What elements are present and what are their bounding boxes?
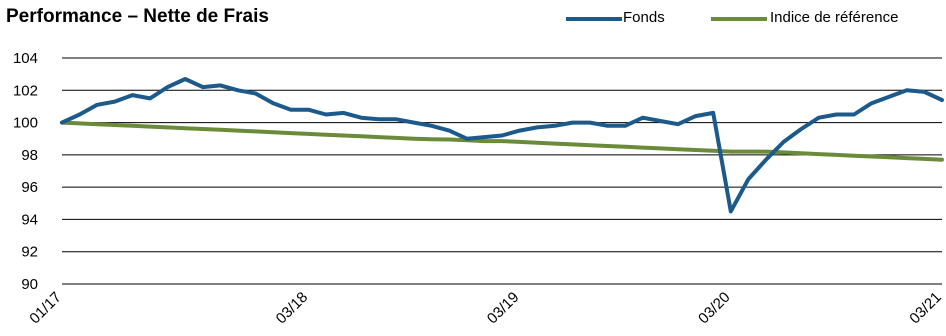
y-axis: 90 92 94 96 98 100 102 104 xyxy=(13,50,38,293)
y-tick-label: 94 xyxy=(21,211,38,228)
y-tick-label: 100 xyxy=(13,115,38,132)
x-axis: 01/17 03/18 03/19 03/20 03/21 xyxy=(26,289,945,328)
y-tick-label: 104 xyxy=(13,50,38,67)
series-line-fonds xyxy=(60,77,944,214)
y-tick-label: 102 xyxy=(13,82,38,99)
series-line-indice xyxy=(60,120,944,162)
gridlines xyxy=(62,57,942,285)
x-tick-label: 03/19 xyxy=(484,289,523,328)
x-tick-label: 03/18 xyxy=(273,289,312,328)
x-tick-label: 03/20 xyxy=(695,289,734,328)
legend: Fonds Indice de référence xyxy=(0,9,946,31)
x-tick-label: 01/17 xyxy=(26,289,65,328)
y-tick-label: 96 xyxy=(21,179,38,196)
legend-swatch-indice xyxy=(711,17,767,21)
legend-swatch-fonds xyxy=(566,17,622,21)
legend-label-fonds: Fonds xyxy=(623,9,665,26)
y-tick-label: 90 xyxy=(21,276,38,293)
chart-title: Performance – Nette de Frais xyxy=(6,6,269,27)
series-lines xyxy=(60,77,944,214)
legend-label-indice: Indice de référence xyxy=(770,9,899,26)
y-tick-label: 92 xyxy=(21,244,38,261)
y-tick-label: 98 xyxy=(21,147,38,164)
x-tick-label: 03/21 xyxy=(906,289,945,328)
